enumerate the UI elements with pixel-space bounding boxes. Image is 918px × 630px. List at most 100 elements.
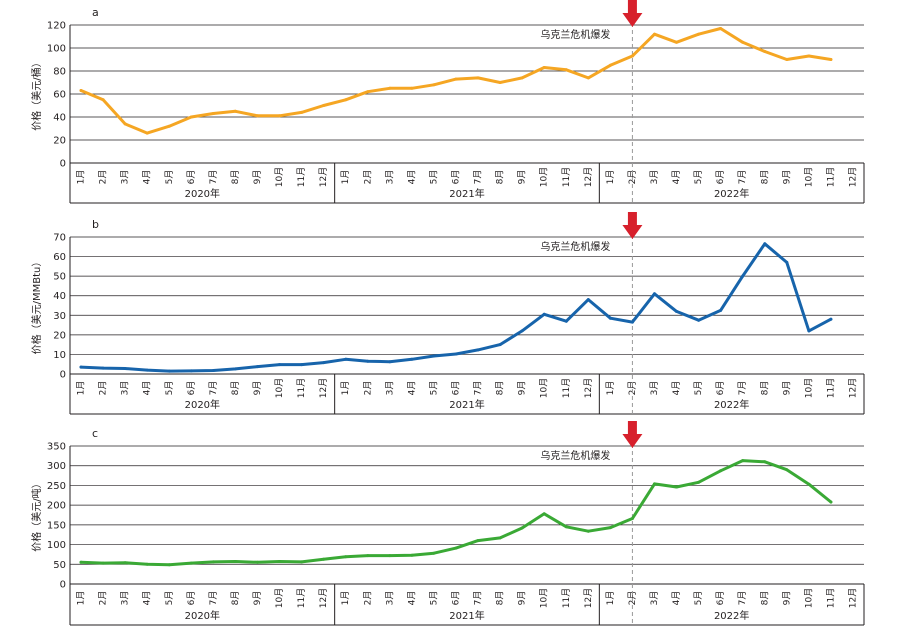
data-point [829,317,833,321]
x-tick-label: 9月 [781,381,792,396]
chart-panel-c: c 0 50 100 150 200 250 300 350 价格（美元/吨） 1月 2月 3月 4月 5月… [30,421,865,626]
x-tick-label: 5月 [693,381,704,396]
x-tick-label: 9月 [517,170,528,185]
y-tick-label: 60 [53,90,66,101]
data-point [123,561,127,565]
data-point [785,58,789,61]
data-point [542,312,546,316]
x-tick-label: 9月 [517,381,528,396]
x-tick-label: 8月 [495,591,506,606]
x-tick-label: 7月 [473,170,484,185]
x-tick-label: 6月 [715,381,726,396]
x-tick-label: 11月 [825,167,836,187]
data-point [432,354,436,358]
series-line [79,27,833,135]
y-tick-label: 30 [53,311,66,322]
x-tick-label: 5月 [428,170,439,185]
year-label: 2020年 [185,398,220,411]
data-point [741,274,745,278]
data-point [123,122,127,126]
x-tick-label: 6月 [186,591,197,606]
x-tick-label: 7月 [208,591,219,606]
y-tick-label: 40 [53,113,66,124]
panel-letter: b [92,218,99,231]
x-tick-label: 12月 [583,588,594,608]
x-tick-label: 4月 [142,381,153,396]
data-point [79,89,83,92]
data-point [454,352,458,356]
data-point [79,365,83,369]
data-point [366,554,370,558]
data-point [697,318,701,322]
data-point [807,482,811,486]
x-tick-label: 10月 [274,588,285,608]
x-tick-label: 8月 [759,591,770,606]
x-tick-label: 10月 [274,167,285,187]
data-point [498,343,502,347]
y-tick-label: 20 [53,136,66,147]
x-tick-label: 10月 [539,378,550,398]
y-tick-label: 350 [47,442,66,453]
y-tick-label: 20 [53,330,66,341]
x-tick-label: 4月 [406,170,417,185]
x-tick-label: 7月 [737,170,748,185]
x-tick-label: 11月 [825,378,836,398]
x-tick-label: 4月 [142,170,153,185]
year-label: 2022年 [714,398,749,411]
data-point [388,86,392,90]
data-point [454,546,458,550]
chart-panel-a: a 0 20 40 60 80 100 120 价格（美元/桶） 1月 2月 3月 4月 5月 6月 7月 8月… [30,0,865,204]
crisis-annotation: 乌克兰危机爆发 [540,449,610,462]
panel-letter: c [92,427,98,440]
x-tick-label: 11月 [296,588,307,608]
data-point [79,560,83,564]
x-tick-label: 8月 [230,591,241,606]
x-tick-label: 2月 [362,170,373,185]
x-tick-label: 11月 [561,167,572,187]
x-tick-label: 12月 [583,378,594,398]
crisis-arrow-icon [622,421,643,448]
y-tick-label: 200 [47,501,66,512]
x-tick-label: 6月 [450,170,461,185]
data-point [366,90,370,94]
data-point [211,369,215,372]
data-point [675,485,678,489]
data-point [630,517,634,520]
x-tick-label: 9月 [517,591,528,606]
data-point [278,560,281,563]
y-axis-label: 价格（美元/吨） [30,478,43,551]
data-point [653,482,656,486]
x-tick-label: 3月 [120,170,131,185]
data-point [564,525,568,529]
data-point [410,553,414,557]
y-tick-label: 10 [53,350,66,361]
x-tick-label: 3月 [120,381,131,396]
x-tick-label: 3月 [649,381,660,396]
x-tick-label: 8月 [230,170,241,185]
x-tick-label: 1月 [340,170,351,185]
data-point [807,329,811,333]
x-tick-label: 7月 [208,381,219,396]
panel-letter: a [92,6,99,19]
data-point [211,112,215,115]
data-point [233,560,237,563]
x-tick-label: 1月 [340,381,351,396]
data-point [829,58,833,61]
data-point [741,40,745,44]
x-tick-label: 3月 [384,381,395,396]
data-point [586,298,590,302]
x-tick-label: 2月 [98,381,109,396]
data-point [653,292,656,296]
data-point [101,98,105,102]
x-tick-label: 9月 [252,381,263,396]
y-tick-label: 40 [53,291,66,302]
x-tick-label: 12月 [847,167,858,187]
x-tick-label: 7月 [473,591,484,606]
x-tick-label: 5月 [428,381,439,396]
data-point [300,110,304,114]
x-tick-label: 1月 [605,170,616,185]
data-point [520,329,524,333]
data-point [697,32,701,36]
